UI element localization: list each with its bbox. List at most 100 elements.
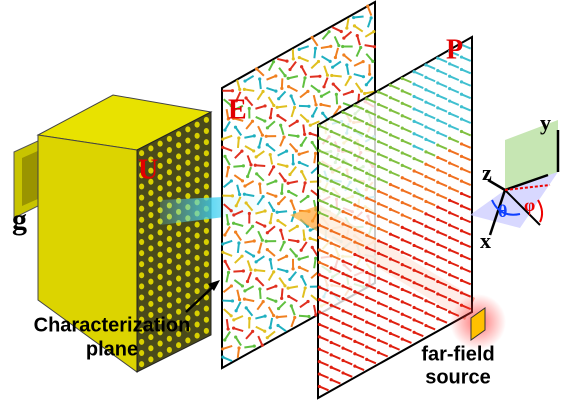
arrow-head	[303, 133, 306, 136]
arrow-head	[460, 142, 463, 145]
arrow-head	[389, 121, 392, 124]
unit-cell	[167, 280, 172, 286]
arrow-head	[266, 231, 269, 234]
arrow-head	[353, 240, 356, 243]
unit-cell	[167, 147, 172, 153]
unit-cell	[167, 225, 172, 231]
arrow-head	[283, 179, 286, 182]
arrow-head	[298, 48, 301, 51]
arrow-head	[448, 137, 451, 140]
arrow-head	[460, 192, 463, 195]
arrow-head	[321, 112, 324, 115]
arrow-head	[317, 60, 320, 63]
axis-label: φ	[524, 195, 535, 215]
arrow-head	[262, 195, 265, 198]
arrow-head	[274, 300, 277, 303]
arrow-head	[436, 69, 439, 72]
arrow-head	[332, 82, 335, 85]
arrow-head	[424, 237, 427, 240]
arrow-head	[389, 183, 392, 186]
arrow-head	[288, 278, 291, 281]
arrow-head	[365, 122, 368, 125]
arrow-head	[341, 284, 344, 287]
arrow-head	[266, 126, 269, 129]
arrow-head	[296, 240, 299, 243]
arrow-head	[291, 267, 294, 270]
unit-cell	[185, 282, 190, 288]
arrow-head	[221, 146, 224, 149]
arrow-head	[351, 90, 354, 93]
arrow-head	[318, 385, 321, 388]
arrow-head	[412, 145, 415, 148]
arrow-head	[401, 127, 404, 130]
arrow-head	[365, 271, 368, 274]
arrow-head	[377, 177, 380, 180]
arrow-head	[287, 77, 290, 80]
arrow-head	[251, 120, 254, 123]
arrow-head	[412, 182, 415, 185]
arrow-head	[288, 173, 291, 176]
arrow-head	[362, 75, 365, 78]
arrow-head	[448, 199, 451, 202]
arrow-head	[424, 212, 427, 215]
arrow-head	[326, 74, 329, 77]
arrow-head	[243, 88, 246, 91]
arrow-head	[460, 155, 463, 158]
arrow-head	[231, 299, 234, 302]
arrow-head	[412, 132, 415, 135]
arrow-head	[460, 68, 463, 71]
unit-cell	[167, 302, 172, 308]
arrow-head	[365, 358, 368, 361]
arrow-head	[353, 154, 356, 157]
unit-cell	[167, 158, 172, 164]
arrow-head	[223, 128, 226, 131]
arrow-head	[401, 313, 404, 316]
arrow-head	[389, 96, 392, 99]
arrow-head	[318, 124, 321, 127]
unit-cell	[204, 283, 209, 289]
arrow-head	[389, 344, 392, 347]
arrow-head	[303, 76, 306, 79]
arrow-head	[303, 238, 306, 241]
arrow-head	[365, 246, 368, 249]
arrow-head	[314, 152, 317, 155]
unit-cell	[158, 252, 163, 258]
arrow-head	[234, 335, 237, 338]
arrow-head	[237, 136, 240, 139]
arrow-head	[401, 275, 404, 278]
arrow-head	[221, 138, 224, 141]
unit-cell	[195, 333, 200, 339]
arrow-head	[255, 67, 258, 70]
arrow-head	[266, 336, 269, 339]
caption: source	[425, 366, 491, 388]
unit-cell	[148, 223, 153, 229]
arrow-head	[353, 129, 356, 132]
arrow-head	[460, 279, 463, 282]
arrow-head	[460, 105, 463, 108]
arrow-head	[261, 344, 264, 347]
unit-cell	[176, 275, 181, 281]
arrow-head	[365, 333, 368, 336]
arrow-head	[412, 293, 415, 296]
arrow-head	[448, 248, 451, 251]
arrow-head	[269, 116, 272, 119]
box-side	[38, 135, 137, 372]
arrow-head	[362, 60, 365, 63]
arrow-head	[365, 83, 368, 86]
unit-cell	[139, 283, 144, 289]
arrow-head	[341, 210, 344, 213]
arrow-head	[330, 328, 333, 331]
unit-cell	[185, 182, 190, 188]
arrow-head	[285, 60, 288, 63]
arrow-head	[341, 123, 344, 126]
arrow-head	[309, 229, 312, 232]
arrow-head	[318, 199, 321, 202]
arrow-head	[300, 275, 303, 278]
arrow-head	[314, 313, 317, 316]
arrow-head	[341, 272, 344, 275]
arrow-head	[436, 280, 439, 283]
arrow-head	[389, 245, 392, 248]
arrow-head	[412, 318, 415, 321]
arrow-head	[365, 283, 368, 286]
arrow-head	[307, 105, 310, 108]
